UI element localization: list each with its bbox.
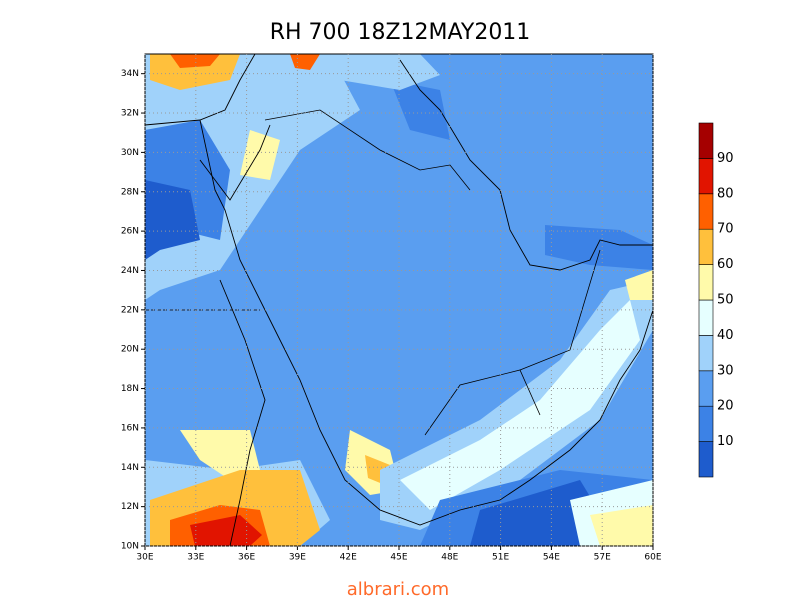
y-tick-label: 20N — [121, 345, 139, 355]
colorbar-segment — [698, 335, 714, 372]
coastlines — [144, 53, 654, 547]
colorbar-segment — [698, 228, 714, 265]
x-tick-label: 57E — [594, 553, 611, 563]
x-tick-label: 51E — [492, 553, 509, 563]
y-tick-label: 22N — [121, 305, 139, 315]
watermark: albrari.com — [347, 579, 449, 600]
colorbar-label: 80 — [717, 186, 734, 201]
colorbar-label: 30 — [717, 363, 734, 378]
colorbar-segment — [698, 441, 714, 478]
y-tick-label: 16N — [121, 423, 139, 433]
x-tick-label: 54E — [543, 553, 560, 563]
colorbar-segment — [698, 122, 714, 159]
colorbar-segment — [698, 158, 714, 195]
x-tick-label: 30E — [136, 553, 153, 563]
colorbar-label: 60 — [717, 257, 734, 272]
colorbar-segment — [698, 299, 714, 336]
y-tick-label: 12N — [121, 502, 139, 512]
humidity-field — [145, 54, 653, 546]
colorbar-label: 90 — [717, 151, 734, 166]
colorbar-segment — [698, 405, 714, 442]
x-tick-label: 60E — [644, 553, 661, 563]
colorbar: 10 20 30 40 50 60 70 80 90 — [698, 122, 734, 478]
y-tick-label: 30N — [121, 148, 139, 158]
colorbar-label: 70 — [717, 222, 734, 237]
colorbar-segment — [698, 193, 714, 230]
x-tick-label: 48E — [441, 553, 458, 563]
colorbar-label: 50 — [717, 293, 734, 308]
y-tick-label: 14N — [121, 463, 139, 473]
colorbar-label: 20 — [717, 399, 734, 414]
y-tick-label: 24N — [121, 266, 139, 276]
y-tick-label: 10N — [121, 542, 139, 552]
x-tick-label: 39E — [289, 553, 306, 563]
x-tick-label: 45E — [390, 553, 407, 563]
colorbar-segment — [698, 370, 714, 407]
y-tick-label: 26N — [121, 227, 139, 237]
x-tick-label: 42E — [340, 553, 357, 563]
colorbar-label: 10 — [717, 434, 734, 449]
title: RH 700 18Z12MAY2011 — [270, 20, 531, 45]
y-tick-label: 28N — [121, 187, 139, 197]
colorbar-label: 40 — [717, 328, 734, 343]
y-tick-label: 32N — [121, 109, 139, 119]
colorbar-segment — [698, 264, 714, 301]
x-tick-label: 33E — [187, 553, 204, 563]
y-tick-label: 18N — [121, 384, 139, 394]
y-tick-label: 34N — [121, 69, 139, 79]
x-tick-label: 36E — [238, 553, 255, 563]
borders — [145, 109, 601, 436]
